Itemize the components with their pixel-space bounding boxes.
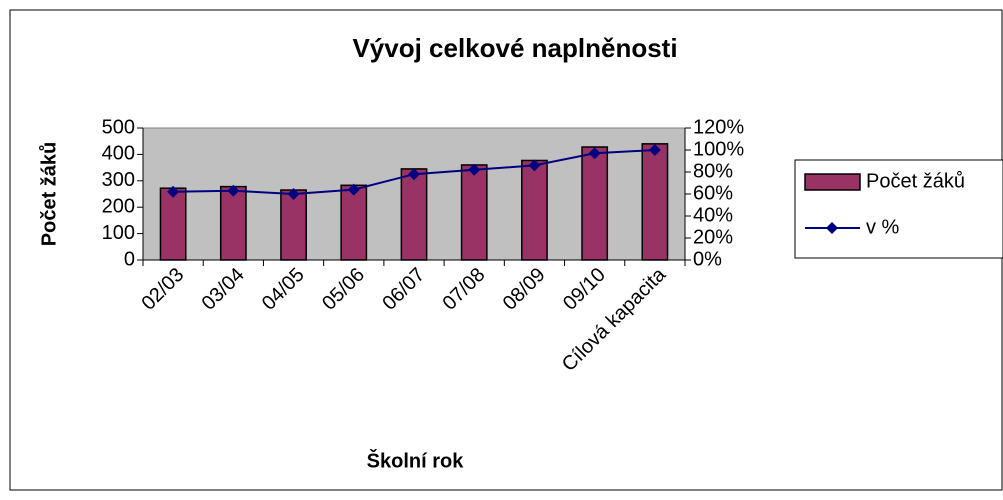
y2-tick-label: 120% bbox=[693, 116, 744, 138]
y2-tick-label: 40% bbox=[693, 204, 733, 226]
bar bbox=[521, 159, 548, 261]
line-marker bbox=[648, 144, 661, 156]
bar bbox=[280, 189, 307, 261]
x-axis-title: Školní rok bbox=[367, 448, 465, 472]
y-axis-title: Počet žáků bbox=[38, 142, 60, 246]
line-marker bbox=[347, 183, 360, 196]
line-marker bbox=[468, 163, 481, 176]
line-marker bbox=[588, 147, 601, 160]
bar bbox=[400, 168, 428, 261]
legend-swatch bbox=[804, 173, 861, 191]
bar bbox=[460, 164, 488, 261]
y-tick-label: 200 bbox=[102, 195, 135, 217]
y2-tick-label: 60% bbox=[693, 182, 733, 204]
bar bbox=[340, 184, 368, 261]
legend-label: v % bbox=[866, 216, 900, 238]
line-marker bbox=[167, 185, 180, 198]
y2-tick-label: 80% bbox=[693, 160, 733, 182]
y-tick-label: 300 bbox=[102, 169, 135, 191]
line-marker bbox=[287, 188, 300, 200]
bar bbox=[159, 187, 187, 261]
bar bbox=[581, 146, 609, 261]
y2-tick-label: 20% bbox=[693, 226, 733, 248]
line-marker bbox=[227, 184, 240, 197]
line-marker bbox=[408, 168, 420, 181]
bar bbox=[641, 143, 669, 261]
line-marker bbox=[528, 159, 541, 172]
y-tick-label: 0 bbox=[124, 248, 135, 270]
chart-title: Vývoj celkové naplněnosti bbox=[352, 33, 677, 63]
y-tick-label: 500 bbox=[102, 116, 135, 138]
y2-tick-label: 100% bbox=[693, 138, 744, 160]
legend-marker bbox=[826, 222, 838, 234]
y2-tick-label: 0% bbox=[693, 248, 722, 270]
bar bbox=[219, 185, 247, 261]
y-tick-label: 100 bbox=[102, 222, 135, 244]
y-tick-label: 400 bbox=[102, 143, 135, 165]
legend-label: Počet žáků bbox=[866, 170, 965, 192]
